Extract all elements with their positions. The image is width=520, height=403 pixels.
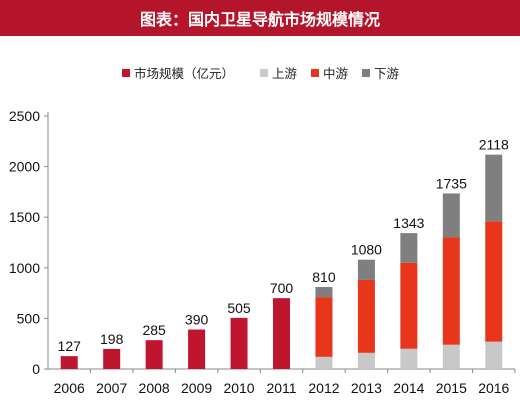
y-tick-label: 1000: [9, 260, 40, 276]
legend-swatch: [122, 69, 130, 77]
data-label: 1080: [351, 242, 382, 258]
data-label: 700: [270, 280, 294, 296]
bar-segment: [442, 237, 460, 345]
bar-segment: [442, 344, 460, 369]
y-tick-label: 500: [17, 310, 41, 326]
bar-segment: [315, 287, 333, 298]
bar-segment: [400, 233, 418, 263]
y-tick-label: 0: [32, 361, 40, 377]
data-label: 810: [312, 269, 336, 285]
x-tick-label: 2007: [96, 380, 127, 396]
bar-segment: [188, 329, 206, 369]
bar-segment: [145, 340, 163, 369]
legend-label: 上游: [272, 67, 298, 81]
bar-segment: [357, 352, 375, 369]
legend-swatch: [260, 69, 268, 77]
bar-segment: [357, 259, 375, 280]
legend-label: 市场规模（亿元）: [134, 66, 234, 81]
chart-canvas: 市场规模（亿元） 上游 中游 下游 0 500 1000 1500 2000 2500 2006 2…: [9, 66, 516, 396]
value-labels: 127 198 285 390 505 700 810 1080 1343 1735 2118: [58, 137, 509, 354]
x-tick-label: 2009: [181, 380, 212, 396]
bar-segment: [315, 297, 333, 357]
bar-segment: [485, 341, 503, 369]
x-tick-label: 2011: [266, 380, 296, 396]
legend-swatch: [311, 69, 319, 77]
bars: [60, 154, 503, 369]
bar-segment: [400, 348, 418, 369]
bar-segment: [442, 193, 460, 238]
bar-segment: [103, 348, 121, 369]
data-label: 505: [227, 300, 251, 316]
bar-segment: [230, 317, 248, 369]
data-label: 2118: [479, 137, 509, 153]
y-tick-label: 2500: [9, 108, 40, 124]
bar-segment: [400, 262, 418, 349]
data-label: 1735: [436, 175, 467, 191]
x-tick-label: 2013: [351, 380, 382, 396]
chart-title: 图表：国内卫星导航市场规模情况: [0, 0, 520, 36]
legend-label: 下游: [374, 67, 400, 81]
bar-segment: [485, 221, 503, 342]
bar-segment: [357, 279, 375, 353]
x-tick-label: 2014: [393, 380, 424, 396]
bar-segment: [315, 356, 333, 369]
data-label: 127: [58, 338, 82, 354]
y-tick-label: 2000: [9, 159, 40, 175]
x-tick-label: 2008: [139, 380, 170, 396]
data-label: 390: [185, 312, 209, 328]
x-tick-label: 2016: [478, 380, 509, 396]
legend: 市场规模（亿元） 上游 中游 下游: [122, 66, 400, 81]
legend-swatch: [362, 69, 370, 77]
axes: 0 500 1000 1500 2000 2500 2006 2007 2008 2009 2010…: [9, 108, 516, 396]
data-label: 285: [142, 322, 166, 338]
x-tick-label: 2012: [308, 380, 339, 396]
y-tick-label: 1500: [9, 209, 40, 225]
legend-label: 中游: [323, 66, 349, 81]
data-label: 1343: [393, 215, 424, 231]
bar-segment: [485, 154, 503, 222]
x-tick-label: 2010: [223, 380, 254, 396]
x-tick-label: 2006: [54, 380, 85, 396]
bar-segment: [60, 356, 78, 369]
x-tick-label: 2015: [436, 380, 467, 396]
bar-segment: [273, 298, 290, 369]
data-label: 198: [100, 331, 124, 347]
